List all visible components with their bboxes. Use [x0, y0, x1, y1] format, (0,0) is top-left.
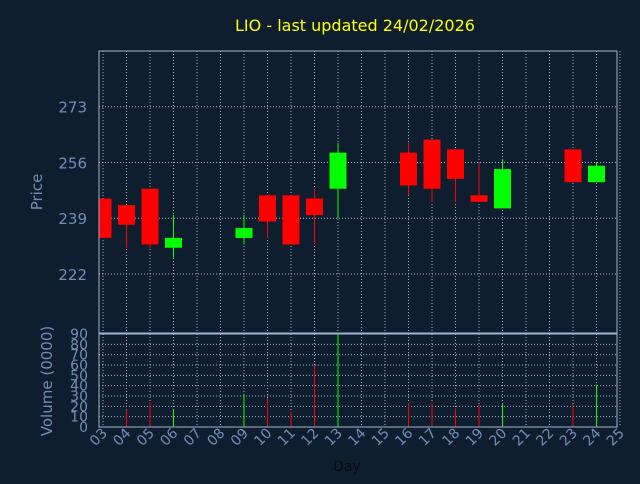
volume-tick-label: 80 [70, 337, 88, 353]
x-axis: 03 04 05 06 07 08 09 10 11 12 13 14 15 16 17 18 19 20 21 22… [87, 425, 628, 449]
price-axis-label: Price [28, 174, 46, 211]
volume-tick-label: 30 [70, 389, 88, 405]
price-axis: 222 239 256 273 [58, 99, 87, 284]
x-axis-label: Day [333, 459, 361, 475]
candle-body [165, 237, 182, 248]
candle-body [564, 149, 582, 183]
candle-body [99, 198, 112, 238]
candle-body [235, 228, 253, 238]
candle-body [447, 149, 464, 179]
price-tick-label: 273 [58, 99, 87, 117]
volume-tick-label: 50 [70, 368, 88, 384]
candle-body [282, 195, 300, 245]
candle-body [329, 152, 347, 189]
candle-body [423, 139, 441, 189]
candle-body [494, 169, 511, 209]
volume-tick-label: 20 [70, 399, 88, 415]
candle-body [118, 205, 135, 225]
candle-body [400, 152, 417, 186]
candle-body [470, 195, 488, 202]
candles [99, 139, 605, 258]
price-tick-label: 256 [58, 154, 87, 172]
volume-tick-label: 10 [70, 410, 88, 426]
candle-body [306, 198, 323, 215]
volume-axis-label: Volume (0000) [38, 326, 56, 436]
price-panel-frame [98, 50, 618, 334]
volume-panel-frame [98, 333, 618, 428]
candle-body [259, 195, 276, 222]
candle-body [141, 188, 159, 245]
candle-body [588, 165, 605, 183]
volume-tick-label: 60 [70, 358, 88, 374]
price-tick-label: 222 [58, 266, 87, 284]
volume-tick-label: 0 [79, 420, 88, 436]
volume-tick-label: 90 [70, 327, 88, 343]
volume-tick-label: 70 [70, 348, 88, 364]
volume-bars [126, 334, 597, 427]
chart-title: LIO - last updated 24/02/2026 [235, 16, 475, 35]
volume-tick-label: 40 [70, 379, 88, 395]
price-tick-label: 239 [58, 210, 87, 228]
